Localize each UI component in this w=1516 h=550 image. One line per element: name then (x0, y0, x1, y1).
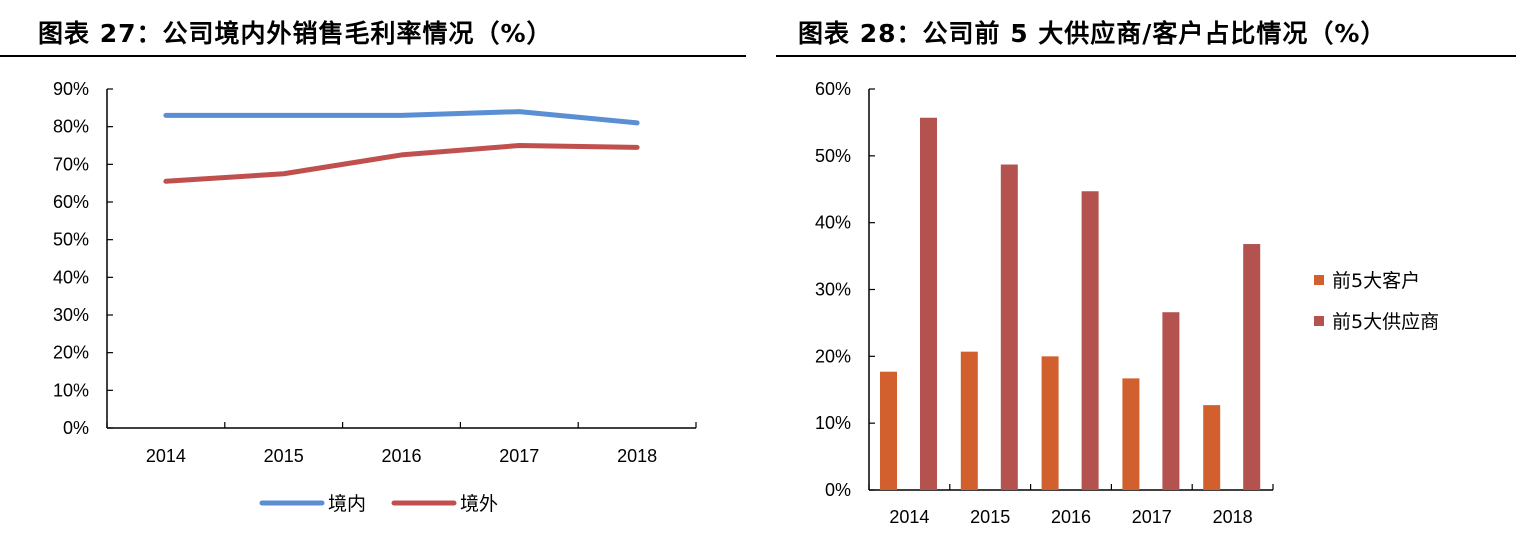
title-divider (776, 55, 1516, 57)
chart-panel-gross-margin: 图表 27：公司境内外销售毛利率情况（%） 0% 10% 20% 30% 40% 50% 6… (0, 0, 746, 550)
legend-label: 前5大供应商 (1332, 311, 1439, 333)
bar (1122, 378, 1140, 490)
x-tick-label: 2014 (889, 507, 929, 527)
legend-label: 境外 (460, 493, 498, 515)
y-tick-label: 90% (53, 79, 89, 99)
y-tick-label: 60% (53, 192, 89, 212)
bar (1162, 312, 1180, 490)
bar (1243, 244, 1261, 490)
bar (1081, 191, 1099, 490)
x-tick-label: 2015 (970, 507, 1010, 527)
bar (1203, 405, 1221, 490)
y-tick-label: 40% (53, 267, 89, 287)
chart-title: 图表 27：公司境内外销售毛利率情况（%） (38, 19, 553, 48)
x-tick-label: 2018 (617, 446, 657, 466)
y-tick-label: 70% (53, 154, 89, 174)
y-tick-label: 80% (53, 117, 89, 137)
x-tick-label: 2017 (499, 446, 539, 466)
y-tick-label: 60% (815, 79, 851, 99)
x-tick-label: 2017 (1132, 507, 1172, 527)
legend-label: 境内 (328, 493, 366, 515)
x-tick-label: 2016 (1051, 507, 1091, 527)
line-chart-gross-margin: 0% 10% 20% 30% 40% 50% 60% 70% 80% 90% 2014 2015 201… (53, 79, 697, 515)
x-tick-label: 2016 (381, 446, 421, 466)
chart-panel-top5-share: 图表 28：公司前 5 大供应商/客户占比情况（%） 0% 10% 20% 30% 40… (776, 0, 1516, 550)
legend-label: 前5大客户 (1332, 270, 1420, 292)
x-tick-label: 2014 (146, 446, 186, 466)
bar-chart-top5-share: 0% 10% 20% 30% 40% 50% 60% 2014 2015 2016 2017 2018… (815, 79, 1439, 527)
y-tick-label: 0% (825, 480, 851, 500)
y-tick-label: 50% (53, 230, 89, 250)
y-tick-label: 20% (815, 346, 851, 366)
series-line (163, 109, 640, 126)
y-tick-label: 40% (815, 213, 851, 233)
y-tick-label: 10% (815, 413, 851, 433)
x-tick-label: 2018 (1213, 507, 1253, 527)
y-tick-label: 0% (63, 418, 89, 438)
x-tick-label: 2015 (264, 446, 304, 466)
y-tick-label: 30% (53, 305, 89, 325)
legend-swatch (1314, 275, 1324, 285)
legend-swatch (1314, 316, 1324, 326)
bar (880, 371, 897, 490)
y-tick-label: 20% (53, 343, 89, 363)
bar (960, 351, 978, 490)
y-tick-label: 50% (815, 146, 851, 166)
title-divider (0, 55, 746, 57)
bar (1000, 164, 1018, 490)
y-tick-label: 30% (815, 280, 851, 300)
series-line (163, 143, 640, 184)
chart-title: 图表 28：公司前 5 大供应商/客户占比情况（%） (798, 19, 1387, 48)
bar (1041, 356, 1059, 490)
y-tick-label: 10% (53, 380, 89, 400)
bar (920, 117, 937, 490)
